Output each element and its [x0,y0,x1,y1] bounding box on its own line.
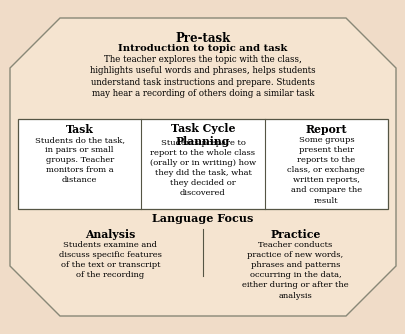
Bar [18,119,387,209]
Text: Language Focus: Language Focus [152,213,253,224]
Text: Task Cycle
Planning: Task Cycle Planning [171,123,234,147]
Text: Some groups
present their
reports to the
class, or exchange
written reports,
and: Some groups present their reports to the… [287,136,364,205]
Text: Students examine and
discuss specific features
of the text or transcript
of the : Students examine and discuss specific fe… [59,241,162,279]
Text: The teacher explores the topic with the class,
highlights useful words and phras: The teacher explores the topic with the … [90,55,315,98]
Text: Practice: Practice [270,229,320,240]
Polygon shape [10,18,395,316]
Text: Pre-task: Pre-task [175,32,230,45]
Text: Students prepare to
report to the whole class
(orally or in writing) how
they di: Students prepare to report to the whole … [149,139,256,197]
Text: Students do the task,
in pairs or small
groups. Teacher
monitors from a
distance: Students do the task, in pairs or small … [34,136,124,184]
Text: Task: Task [66,124,94,135]
Text: Analysis: Analysis [85,229,135,240]
Text: Report: Report [305,124,346,135]
Text: Introduction to topic and task: Introduction to topic and task [118,44,287,53]
Text: Teacher conducts
practice of new words,
phrases and patterns
occurring in the da: Teacher conducts practice of new words, … [242,241,348,300]
